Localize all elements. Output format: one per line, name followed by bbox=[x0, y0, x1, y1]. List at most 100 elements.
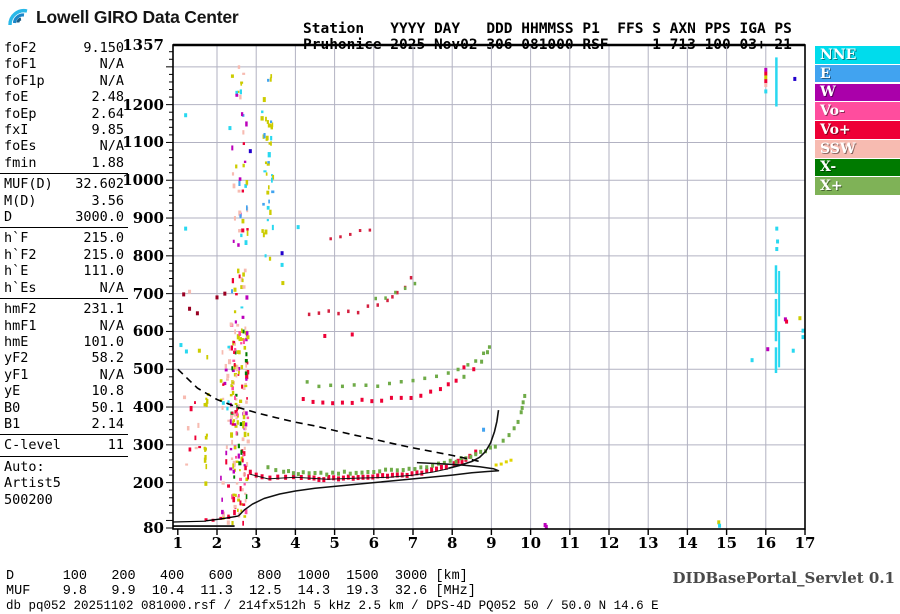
echo-noise-dot bbox=[238, 229, 242, 233]
echo-dot bbox=[793, 76, 797, 81]
echo-noise-dot bbox=[232, 342, 236, 346]
echo-trace-dot-F2-trace-X-1hop bbox=[337, 471, 341, 476]
legend-item-x[interactable]: X+ bbox=[815, 177, 900, 196]
echo-noise-dot bbox=[226, 520, 230, 525]
param-value: 58.2 bbox=[91, 350, 124, 367]
param-label: hmF1 bbox=[4, 317, 37, 334]
echo-noise-dot bbox=[236, 407, 239, 411]
legend-item-nne[interactable]: NNE bbox=[815, 46, 900, 64]
legend-item-vo[interactable]: Vo+ bbox=[815, 121, 900, 139]
echo-noise-dot bbox=[241, 278, 244, 283]
echo-noise-dot bbox=[232, 463, 235, 469]
legend-item-vo[interactable]: Vo- bbox=[815, 102, 900, 120]
echo-noise-dot bbox=[233, 475, 236, 479]
echo-dot bbox=[766, 347, 770, 352]
echo-noise-dot bbox=[246, 228, 249, 231]
echo-trace-dot-F2-trace-X-2hop bbox=[364, 383, 368, 387]
echo-noise-dot bbox=[238, 461, 242, 466]
legend-item-e[interactable]: E bbox=[815, 64, 900, 83]
echo-trace-dot-F2-trace-X-1hop bbox=[342, 469, 346, 474]
echo-trace-dot-F2-trace-O-1hop bbox=[390, 472, 394, 478]
echo-trace-dot-F2-trace-O-2hop bbox=[399, 395, 403, 400]
echo-trace-dot-F2-trace-O-1hop bbox=[332, 475, 336, 481]
echo-noise-dot bbox=[231, 411, 234, 414]
legend-item-x[interactable]: X- bbox=[815, 158, 900, 177]
echo-noise-dot bbox=[268, 199, 270, 204]
curve-muf-transmission-curve bbox=[177, 368, 482, 463]
echo-trace-dot-F2-trace-X-1hop bbox=[274, 468, 278, 473]
echo-trace-dot-F2-trace-X-2hop bbox=[305, 380, 309, 384]
x-tick-label-1: 1 bbox=[172, 534, 184, 552]
echo-trace-dot-F2-trace-O-2hop bbox=[429, 389, 433, 394]
echo-trace-dot-F2-trace-X-3hop bbox=[403, 286, 407, 291]
param-label: yE bbox=[4, 383, 21, 400]
echo-trace-dot-F2-trace-X-1hop bbox=[454, 459, 458, 464]
echo-noise-dot bbox=[224, 368, 228, 372]
echo-noise-dot bbox=[237, 268, 240, 274]
echo-dot bbox=[188, 306, 192, 311]
echo-trace-dot-F2-trace-O-1hop bbox=[284, 474, 288, 480]
echo-trace-dot-F2-trace-O-1hop bbox=[327, 475, 331, 481]
echo-trace-dot-F2-trace-O-2hop bbox=[350, 400, 354, 405]
echo-noise-dot bbox=[223, 381, 227, 386]
param-value: 2.14 bbox=[91, 415, 124, 432]
echo-dot bbox=[750, 358, 754, 363]
echo-noise-dot bbox=[237, 65, 241, 69]
param-value: 1.88 bbox=[91, 154, 124, 171]
param-value: N/A bbox=[99, 366, 124, 383]
param-row-artist5: Artist5 bbox=[0, 475, 128, 491]
echo-dot bbox=[228, 126, 232, 131]
echo-noise-dot bbox=[232, 493, 236, 497]
echo-trace-dot-F2-trace-X-1hop bbox=[360, 470, 364, 475]
echo-noise-dot bbox=[242, 520, 244, 526]
echo-noise-dot bbox=[221, 509, 224, 515]
echo-dot bbox=[197, 348, 201, 353]
echo-trace-dot-F2-trace-O-1hop bbox=[248, 469, 252, 475]
echo-noise-dot bbox=[227, 345, 231, 349]
echo-noise-dot bbox=[231, 390, 235, 395]
echo-dot bbox=[323, 333, 327, 338]
echo-trace-dot-F2-trace-X-1hop bbox=[512, 426, 516, 431]
echo-trace-dot-F2-tip-oblique-yellow bbox=[494, 463, 498, 467]
echo-noise-dot bbox=[234, 320, 237, 324]
y-tick-label-500: 500 bbox=[132, 360, 164, 379]
echo-noise-dot bbox=[264, 254, 267, 258]
echo-noise-dot bbox=[240, 233, 243, 238]
legend-item-ssw[interactable]: SSW bbox=[815, 139, 900, 158]
echo-noise-dot bbox=[246, 370, 250, 375]
echo-bar bbox=[778, 270, 781, 317]
echo-noise-dot bbox=[260, 116, 264, 121]
echo-noise-dot bbox=[270, 124, 273, 130]
echo-trace-dot-F2-trace-X-1hop bbox=[488, 445, 492, 450]
echo-trace-dot-F2-trace-X-1hop bbox=[296, 472, 300, 477]
echo-noise-dot bbox=[245, 400, 248, 404]
echo-noise-dot bbox=[231, 423, 235, 426]
echo-noise-dot bbox=[236, 420, 239, 425]
echo-noise-dot bbox=[206, 354, 209, 360]
echo-trace-dot-F2-trace-X-1hop bbox=[307, 471, 311, 476]
echo-trace-dot-F2-trace-O-2hop bbox=[340, 400, 344, 405]
echo-trace-dot-F2-trace-O-1hop bbox=[444, 464, 448, 470]
echo-noise-dot bbox=[227, 419, 231, 422]
ionogram-plot[interactable] bbox=[0, 0, 900, 600]
echo-noise-dot bbox=[221, 350, 224, 355]
echo-noise-dot bbox=[185, 463, 189, 466]
echo-trace-dot-F2-trace-O-2hop bbox=[301, 397, 305, 402]
echo-trace-dot-F2-trace-X-1hop bbox=[448, 458, 452, 463]
echo-dot bbox=[785, 319, 789, 324]
curve-baseline-2 bbox=[173, 520, 207, 523]
param-row-hf: h`F 215.0 bbox=[0, 230, 128, 246]
echo-noise-dot bbox=[230, 457, 234, 461]
echo-noise-dot bbox=[237, 494, 240, 498]
echo-noise-dot bbox=[246, 335, 250, 340]
echo-dot bbox=[764, 82, 768, 87]
legend-item-w[interactable]: W bbox=[815, 83, 900, 102]
echo-noise-dot bbox=[239, 477, 242, 481]
echo-noise-dot bbox=[245, 205, 248, 211]
echo-trace-dot-F2-trace-X-2hop bbox=[317, 384, 321, 389]
echo-noise-dot bbox=[245, 373, 249, 380]
echo-noise-dot bbox=[240, 456, 243, 462]
y-tick-label-600: 600 bbox=[132, 322, 164, 341]
echo-noise-dot bbox=[244, 184, 247, 188]
echo-dot bbox=[480, 359, 484, 364]
